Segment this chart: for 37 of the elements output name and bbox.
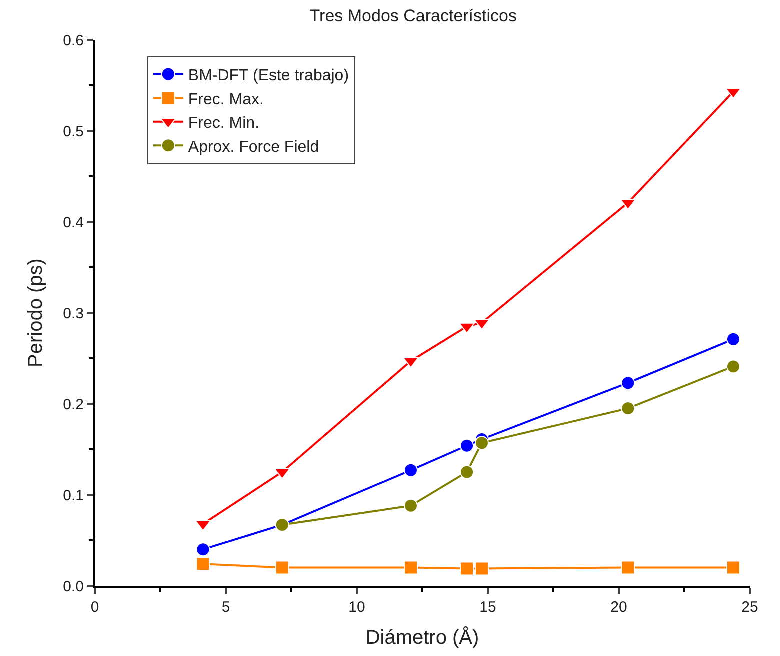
x-tick-label: 0 bbox=[90, 599, 100, 616]
chart-title: Tres Modos Característicos bbox=[310, 6, 518, 26]
point bbox=[275, 560, 290, 575]
point bbox=[474, 562, 489, 576]
point bbox=[474, 436, 489, 450]
point bbox=[196, 557, 210, 572]
point bbox=[621, 402, 636, 416]
point bbox=[404, 463, 418, 478]
point bbox=[196, 542, 210, 557]
y-tick-label: 0.3 bbox=[63, 305, 84, 322]
point bbox=[460, 438, 474, 453]
x-tick-label: 10 bbox=[348, 599, 366, 616]
legend-label: Aprox. Force Field bbox=[188, 138, 320, 156]
x-tick-label: 15 bbox=[480, 599, 496, 616]
legend-label: BM-DFT (Este trabajo) bbox=[188, 68, 350, 85]
x-tick-label: 25 bbox=[742, 599, 758, 616]
point bbox=[726, 360, 740, 374]
y-axis-title: Periodo (ps) bbox=[25, 258, 48, 368]
point bbox=[621, 376, 636, 390]
x-tick-label: 20 bbox=[610, 599, 628, 616]
y-tick-label: 0.1 bbox=[63, 487, 84, 504]
y-tick-label: 0.5 bbox=[63, 123, 84, 140]
point bbox=[404, 498, 418, 513]
legend-label: Frec. Max. bbox=[188, 91, 264, 108]
y-tick-label: 0.6 bbox=[63, 32, 84, 50]
point bbox=[460, 562, 474, 576]
point bbox=[726, 560, 740, 575]
point bbox=[404, 560, 418, 575]
point bbox=[460, 465, 474, 480]
x-axis-title: Diámetro (Å) bbox=[366, 626, 480, 649]
y-tick-label: 0.4 bbox=[63, 214, 84, 232]
legend-label: Frec. Min. bbox=[188, 115, 260, 132]
point bbox=[726, 332, 740, 346]
y-tick-label: 0.0 bbox=[63, 578, 84, 596]
point bbox=[621, 560, 636, 575]
x-tick-label: 5 bbox=[222, 599, 230, 616]
y-tick-label: 0.2 bbox=[63, 396, 84, 414]
